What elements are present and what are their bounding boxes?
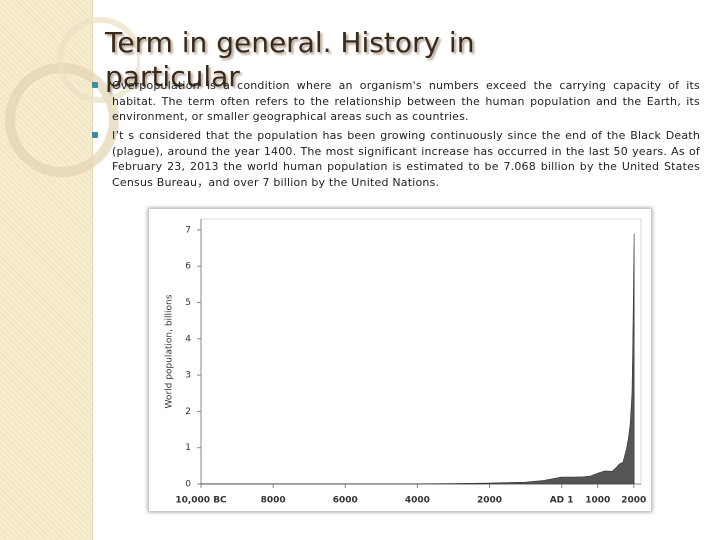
x-tick-label: 1000 [585, 496, 610, 506]
x-tick-label: 6000 [333, 496, 358, 506]
x-tick-label: 2000 [621, 496, 646, 506]
population-area [200, 233, 635, 485]
bullet-text: I’t s considered that the population has… [112, 129, 700, 189]
decor-circles [5, 17, 140, 177]
chart-frame: 0 1 2 3 4 5 6 7 10,000 BC 8000 6000 4000 2000 AD 1 100… [148, 208, 652, 512]
bullet: I’t s considered that the population has… [92, 128, 700, 190]
x-tick-label: 4000 [405, 496, 430, 506]
bullet: Overpopulation is a condition where an o… [92, 78, 700, 125]
y-tick-label: 7 [185, 225, 191, 235]
x-tick-label: 8000 [261, 496, 286, 506]
chart: 0 1 2 3 4 5 6 7 10,000 BC 8000 6000 4000 2000 AD 1 100… [165, 218, 646, 506]
x-tick-label: AD 1 [550, 496, 574, 506]
y-tick-label: 2 [185, 407, 191, 417]
y-tick-label: 6 [185, 262, 191, 272]
y-tick-label: 0 [185, 480, 191, 490]
x-tick-label: 2000 [477, 496, 502, 506]
x-tick-label: 10,000 BC [175, 496, 227, 506]
y-tick-label: 4 [185, 334, 191, 344]
slide-title: Term in general. History in particular [105, 26, 475, 93]
y-tick-label: 3 [185, 371, 191, 381]
bullet-text: Overpopulation is a condition where an o… [112, 79, 700, 123]
y-axis-label: World population, billions [165, 294, 175, 408]
y-tick-label: 5 [185, 298, 191, 308]
plot-frame [200, 218, 642, 485]
y-tick-label: 1 [185, 443, 191, 453]
